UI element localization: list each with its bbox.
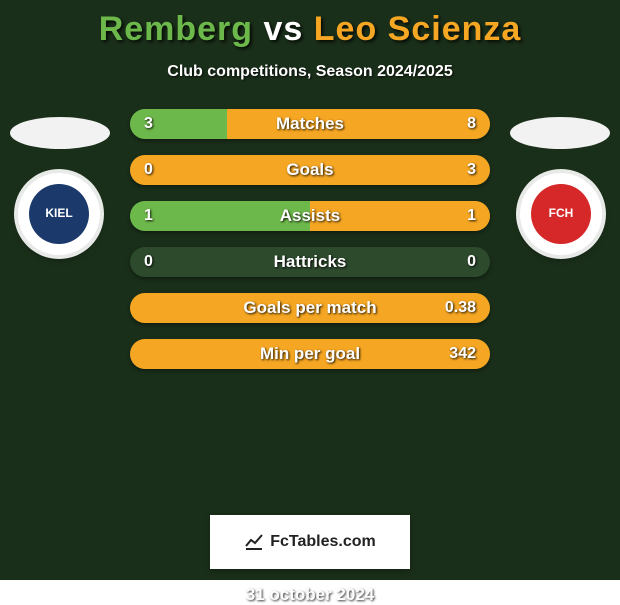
stat-value-right: 0	[467, 247, 476, 277]
stat-label: Matches	[130, 109, 490, 139]
stat-value-right: 0.38	[445, 293, 476, 323]
date-line: 31 october 2024	[0, 585, 620, 605]
club-badge-right: FCH	[520, 173, 602, 255]
stat-bars: Matches38Goals03Assists11Hattricks00Goal…	[130, 109, 490, 385]
stat-label: Min per goal	[130, 339, 490, 369]
stat-row: Min per goal342	[130, 339, 490, 369]
stat-row: Matches3 8	[130, 109, 490, 139]
stat-value-right: 342	[449, 339, 476, 369]
main-area: KIEL FCH Matches38Goals03Assists11Hattri…	[0, 109, 620, 509]
stat-value-left: 3	[144, 109, 153, 139]
stat-row: Goals0 3	[130, 155, 490, 185]
stat-row: Goals per match0.38	[130, 293, 490, 323]
title-player-left: Remberg	[99, 10, 253, 48]
watermark-text: FcTables.com	[270, 533, 376, 551]
stat-row: Assists1 1	[130, 201, 490, 231]
subtitle: Club competitions, Season 2024/2025	[0, 63, 620, 81]
stat-value-left: 0	[144, 247, 153, 277]
stat-value-right: 3	[467, 155, 476, 185]
title-player-right: Leo Scienza	[314, 10, 522, 48]
club-badge-right-text: FCH	[531, 184, 591, 244]
title-vs: vs	[253, 10, 314, 48]
chart-icon	[244, 532, 264, 552]
stat-label: Assists	[130, 201, 490, 231]
comparison-infographic: Remberg vs Leo Scienza Club competitions…	[0, 0, 620, 580]
stat-value-left: 1	[144, 201, 153, 231]
page-title: Remberg vs Leo Scienza	[0, 10, 620, 49]
watermark: FcTables.com	[210, 515, 410, 569]
stat-label: Goals	[130, 155, 490, 185]
stat-label: Goals per match	[130, 293, 490, 323]
stat-row: Hattricks0 0	[130, 247, 490, 277]
stat-value-left: 0	[144, 155, 153, 185]
stat-label: Hattricks	[130, 247, 490, 277]
stat-value-right: 1	[467, 201, 476, 231]
club-badge-left-text: KIEL	[29, 184, 89, 244]
player-placeholder-right	[510, 117, 610, 149]
player-placeholder-left	[10, 117, 110, 149]
club-badge-left: KIEL	[18, 173, 100, 255]
stat-value-right: 8	[467, 109, 476, 139]
